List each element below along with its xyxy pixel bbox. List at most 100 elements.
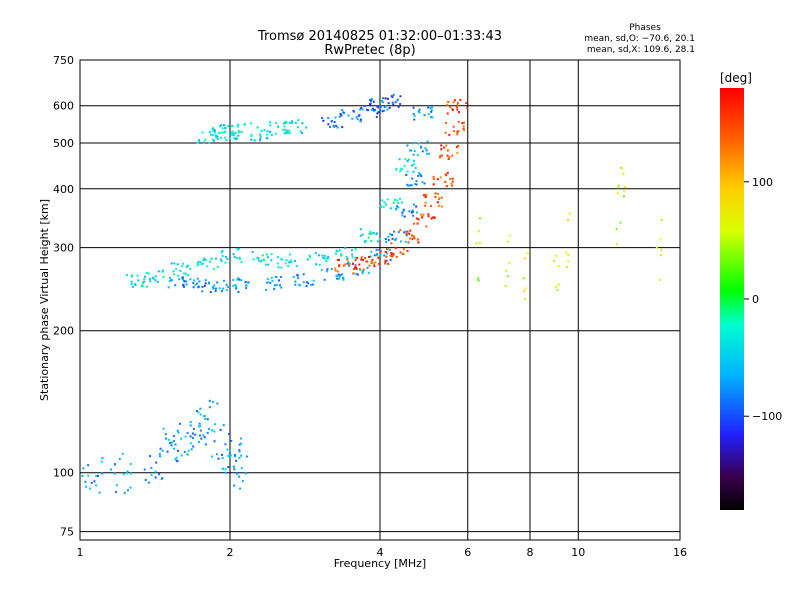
data-point [202,259,205,262]
colorbar-tick-label: 0 [752,293,759,306]
data-point [93,480,96,483]
data-point [183,285,186,288]
data-point [245,284,248,287]
y-tick-label: 300 [53,242,74,255]
data-point [394,238,397,241]
data-point [237,247,240,250]
data-point [237,134,240,137]
data-point [344,247,347,250]
data-point [342,276,345,279]
data-point [234,137,237,140]
data-point [382,97,385,100]
data-point [399,228,402,231]
data-point [427,113,430,116]
data-point [208,281,211,284]
data-point [98,491,101,494]
data-point [294,283,297,286]
data-point [377,111,380,114]
data-point [277,262,280,265]
data-point [655,246,658,249]
data-point [168,276,171,279]
data-point [408,149,411,152]
data-point [382,205,385,208]
data-point [391,234,394,237]
y-tick-label: 100 [53,467,74,480]
data-point [396,199,399,202]
data-point [379,256,382,259]
data-point [417,174,420,177]
data-point [220,131,223,134]
data-point [418,111,421,114]
data-point [296,126,299,129]
data-point [338,265,341,268]
data-point [264,263,267,266]
data-point [359,108,362,111]
data-point [379,108,382,111]
data-point [369,255,372,258]
data-point [147,272,150,275]
data-point [391,101,394,104]
data-point [204,282,207,285]
data-point [553,259,556,262]
data-point [336,270,339,273]
x-tick-label: 2 [227,546,234,559]
data-point [218,287,221,290]
data-point [228,433,231,436]
data-point [449,177,452,180]
data-point [224,256,227,259]
data-point [412,163,415,166]
data-point [465,102,468,105]
data-point [451,177,454,180]
data-point [337,258,340,261]
data-point [223,131,226,134]
data-point [424,201,427,204]
data-point [359,120,362,123]
data-point [432,216,435,219]
data-point [200,263,203,266]
data-point [215,257,218,260]
data-point [212,285,215,288]
data-point [327,255,330,258]
data-point [226,289,229,292]
data-point [446,103,449,106]
data-point [456,133,459,136]
data-point [174,284,177,287]
data-point [250,138,253,141]
data-point [220,124,223,127]
data-point [199,429,202,432]
data-point [269,121,272,124]
data-point [384,238,387,241]
data-point [372,232,375,235]
data-point [211,455,214,458]
data-point [358,268,361,271]
data-point [334,252,337,255]
data-point [199,413,202,416]
data-point [141,281,144,284]
data-point [567,254,570,257]
data-point [416,222,419,225]
data-point [186,453,189,456]
data-point [384,203,387,206]
data-point [413,115,416,118]
data-point [82,467,85,470]
data-point [337,273,340,276]
data-point [204,417,207,420]
data-point [567,218,570,221]
data-point [217,457,220,460]
data-point [397,231,400,234]
data-point [213,139,216,142]
data-point [432,175,435,178]
data-point [198,425,201,428]
data-point [459,98,462,101]
data-point [438,204,441,207]
data-point [409,184,412,187]
data-point [183,280,186,283]
data-point [423,114,426,117]
data-point [240,437,243,440]
data-point [355,116,358,119]
data-point [373,254,376,257]
data-point [370,262,373,265]
data-point [192,282,195,285]
data-point [466,106,469,109]
